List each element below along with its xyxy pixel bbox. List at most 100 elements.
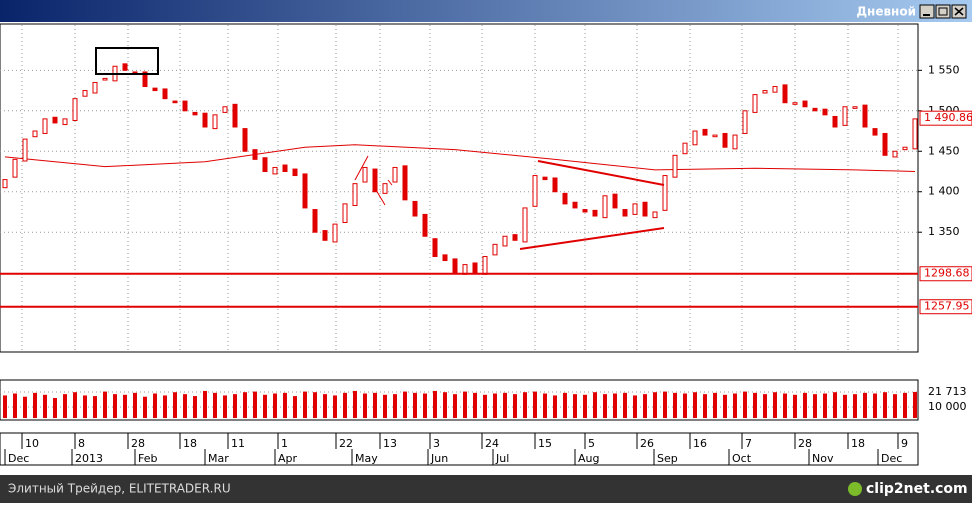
volume-bar (503, 392, 507, 418)
candle (572, 201, 578, 209)
volume-bar (633, 395, 637, 418)
volume-bar (253, 391, 257, 418)
candle (372, 168, 378, 193)
candle (32, 130, 38, 138)
volume-bar (3, 395, 7, 418)
title-bar (0, 0, 972, 22)
candle (702, 128, 708, 136)
candle (192, 111, 198, 116)
month-label: Mar (208, 452, 229, 465)
volume-bar (893, 394, 897, 418)
volume-bar (203, 390, 207, 418)
x-tick-label: 18 (183, 437, 197, 450)
candle (492, 243, 498, 256)
candle (202, 112, 208, 128)
month-label: Dec (881, 452, 902, 465)
candle (232, 103, 238, 128)
candle (762, 90, 768, 94)
candle (252, 149, 258, 160)
volume-bar (533, 391, 537, 418)
volume-bar (83, 395, 87, 418)
candle (742, 110, 748, 134)
candle (182, 100, 188, 112)
volume-bar (703, 394, 707, 418)
candle (322, 230, 328, 241)
y-tick-label: 10 000 (928, 400, 967, 413)
volume-bar (173, 392, 177, 418)
volume-bar (773, 392, 777, 418)
candle (222, 106, 228, 113)
candle (872, 128, 878, 136)
x-tick-label: 3 (433, 437, 440, 450)
candle (22, 138, 28, 162)
price-pane (0, 23, 919, 353)
volume-bar (903, 392, 907, 418)
volume-bar (393, 394, 397, 418)
volume-bar (743, 391, 747, 418)
candle (432, 238, 438, 257)
candle (152, 87, 158, 92)
volume-bar (413, 392, 417, 418)
y-tick-label: 1 350 (928, 225, 960, 238)
volume-bar (813, 394, 817, 418)
volume-bar (233, 394, 237, 418)
candle (652, 211, 658, 219)
volume-bar (163, 395, 167, 418)
candle (482, 255, 488, 275)
volume-bar (453, 394, 457, 418)
volume-bar (803, 392, 807, 418)
candle (412, 200, 418, 217)
candle (772, 86, 778, 93)
candle (802, 100, 808, 108)
volume-bar (883, 392, 887, 418)
volume-bar (53, 398, 57, 418)
volume-bar (483, 394, 487, 418)
volume-bar (303, 391, 307, 418)
candle (362, 166, 368, 183)
candle (602, 195, 608, 219)
logo[interactable]: clip2net.com (866, 481, 968, 497)
candle (102, 77, 108, 81)
x-tick-label: 10 (25, 437, 39, 450)
candle (552, 177, 558, 193)
candle (672, 154, 678, 178)
volume-bar (873, 393, 877, 418)
candle (622, 209, 628, 217)
volume-bar (663, 391, 667, 418)
logo-icon (848, 482, 862, 496)
x-tick-label: 18 (851, 437, 865, 450)
volume-bar (443, 392, 447, 418)
volume-bar (243, 392, 247, 418)
candle (292, 168, 298, 177)
x-tick-label: 16 (693, 437, 707, 450)
volume-bar (103, 391, 107, 418)
volume-bar (293, 396, 297, 418)
y-tick-label: 21 713 (928, 385, 967, 398)
volume-bar (763, 394, 767, 418)
candle (792, 102, 798, 105)
volume-bar (273, 393, 277, 418)
candle (562, 192, 568, 205)
level-box (919, 266, 972, 282)
x-tick-label: 5 (588, 437, 595, 450)
window-buttons[interactable] (919, 4, 967, 19)
candle (162, 88, 168, 100)
candle (512, 234, 518, 241)
candle (722, 132, 728, 148)
candle (822, 108, 828, 116)
volume-bar (353, 390, 357, 418)
y-tick-label: 1 450 (928, 144, 960, 157)
candle (542, 176, 548, 181)
volume-bar (603, 394, 607, 418)
volume-bar (553, 395, 557, 418)
candle (392, 166, 398, 183)
x-tick-label: 26 (640, 437, 654, 450)
candle (272, 166, 278, 175)
candle (782, 84, 788, 104)
candle (262, 157, 268, 173)
candle (752, 94, 758, 113)
candle (682, 142, 688, 155)
volume-bar (513, 394, 517, 418)
volume-bar (543, 393, 547, 418)
volume-bar (143, 396, 147, 418)
